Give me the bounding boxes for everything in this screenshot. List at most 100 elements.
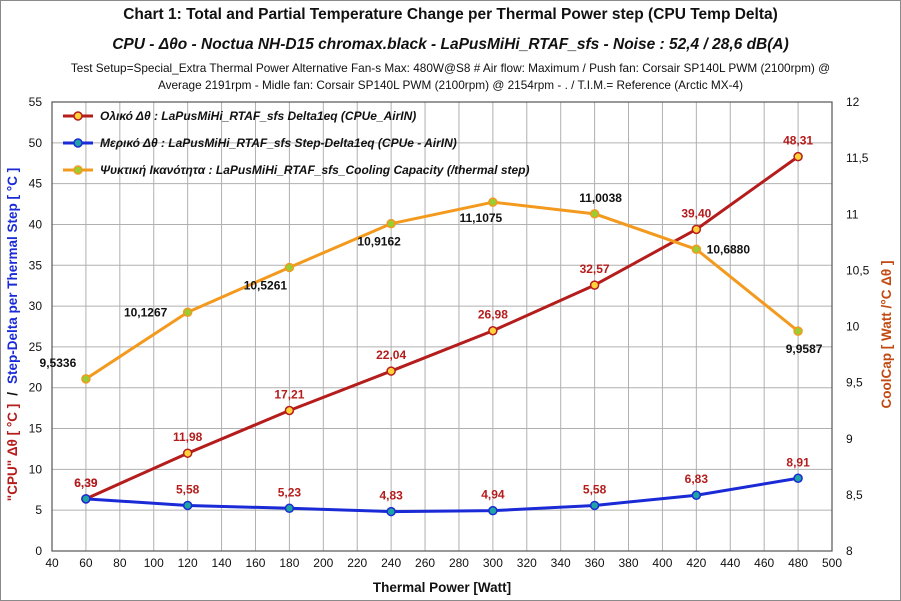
y-tick-label: 30 [29, 299, 43, 313]
y2-axis-title: CoolCap [ Watt /°C Δθ ] [879, 261, 894, 409]
data-label-capacity: 10,5261 [244, 278, 288, 292]
y2-tick-label: 8,5 [846, 488, 863, 502]
legend-entry-total: Ολικό Δθ : LaPusMiHi_RTAF_sfs Delta1eq (… [100, 109, 416, 123]
y2-tick-label: 9,5 [846, 376, 863, 390]
data-point-total [386, 366, 396, 376]
x-tick-label: 60 [79, 556, 93, 570]
data-label-capacity: 10,6880 [707, 242, 751, 256]
data-label-total: 26,98 [478, 308, 508, 322]
legend-marker-capacity [73, 165, 83, 175]
x-tick-label: 160 [245, 556, 265, 570]
data-point-capacity [488, 197, 498, 207]
y2-tick-label: 9 [846, 432, 853, 446]
series-line-step [85, 476, 799, 514]
data-point-capacity [691, 244, 702, 255]
y-tick-label: 55 [29, 95, 43, 109]
y-tick-label: 10 [29, 462, 43, 476]
y-tick-label: 20 [29, 381, 43, 395]
x-tick-label: 100 [144, 556, 164, 570]
data-label-capacity: 10,9162 [357, 235, 401, 249]
y2-tick-label: 10,5 [846, 263, 870, 277]
y-axis-title-secondary: Step-Delta per Thermal Step [ °C ] [5, 168, 20, 384]
data-label-step: 5,58 [583, 482, 607, 496]
x-tick-label: 340 [551, 556, 571, 570]
y2-tick-label: 11,5 [846, 151, 869, 165]
plot-border [51, 101, 833, 552]
y2-tick-label: 10 [846, 320, 860, 334]
data-point-capacity [589, 209, 600, 219]
data-point-step [386, 506, 396, 517]
data-point-step [793, 473, 803, 484]
legend-marker-step [73, 138, 83, 148]
data-label-step: 6,39 [74, 476, 98, 490]
data-label-capacity: 11,1075 [460, 211, 503, 225]
x-tick-label: 260 [415, 556, 435, 570]
x-tick-label: 400 [652, 556, 672, 570]
setup-line-2: Average 2191rpm - Midle fan: Corsair SP1… [157, 78, 744, 92]
y2-tick-label: 12 [846, 95, 860, 109]
data-label-total: 22,04 [376, 348, 406, 362]
data-label-total: 11,98 [173, 430, 203, 444]
data-label-step: 4,83 [379, 489, 403, 503]
y-axis-title-separator: / [5, 392, 20, 396]
x-tick-label: 460 [754, 556, 774, 570]
data-label-total: 39,40 [681, 206, 711, 220]
x-tick-label: 380 [619, 556, 639, 570]
data-label-step: 8,91 [786, 455, 810, 469]
data-label-total: 17,21 [274, 388, 304, 402]
y-tick-label: 0 [35, 544, 42, 558]
x-tick-label: 80 [113, 556, 127, 570]
data-point-step [589, 500, 600, 511]
data-point-capacity [284, 262, 295, 273]
y2-tick-label: 8 [846, 544, 853, 558]
y-tick-label: 40 [29, 217, 43, 231]
data-label-step: 5,58 [176, 482, 200, 496]
data-point-step [182, 500, 193, 511]
y2-tick-label: 11 [846, 207, 859, 221]
data-point-total [284, 405, 295, 416]
data-label-total: 6,39 [74, 476, 98, 490]
data-label-total: 32,57 [580, 262, 610, 276]
legend-entry-step: Μερικό Δθ : LaPusMiHi_RTAF_sfs Step-Delt… [100, 136, 457, 150]
data-point-capacity [81, 374, 91, 384]
y-tick-label: 35 [29, 258, 43, 272]
y-tick-label: 25 [29, 340, 43, 354]
x-tick-label: 420 [686, 556, 706, 570]
data-point-total [691, 224, 702, 235]
data-point-step [81, 494, 91, 504]
x-axis-title: Thermal Power [Watt] [373, 580, 511, 595]
data-label-step: 4,94 [481, 488, 505, 502]
chart-subtitle: CPU - Δθο - Noctua NH-D15 chromax.black … [112, 36, 789, 53]
y-tick-label: 50 [29, 136, 43, 150]
data-label-capacity: 10,1267 [124, 305, 168, 319]
data-point-total [793, 151, 803, 162]
data-label-step: 6,83 [685, 472, 709, 486]
x-tick-label: 180 [279, 556, 299, 570]
x-tick-label: 300 [483, 556, 503, 570]
x-tick-label: 500 [822, 556, 842, 570]
data-label-capacity: 9,5336 [40, 356, 77, 370]
y-tick-label: 5 [35, 503, 42, 517]
data-point-total [182, 448, 193, 458]
data-point-step [284, 503, 295, 514]
data-point-capacity [182, 307, 193, 318]
x-tick-label: 480 [788, 556, 808, 570]
x-tick-label: 240 [381, 556, 401, 570]
chart-title: Chart 1: Total and Partial Temperature C… [123, 6, 778, 23]
x-tick-label: 360 [585, 556, 605, 570]
x-tick-label: 220 [347, 556, 367, 570]
x-tick-label: 200 [313, 556, 333, 570]
series-line-capacity [85, 200, 800, 381]
data-point-total [488, 325, 498, 336]
data-label-step: 5,23 [278, 485, 302, 499]
data-label-capacity: 11,0038 [579, 191, 622, 205]
y-axis-title-primary: "CPU" Δθ [ °C ] [5, 404, 20, 501]
legend-marker-total [73, 111, 83, 121]
x-tick-label: 140 [212, 556, 232, 570]
data-label-total: 48,31 [783, 134, 813, 148]
x-tick-label: 280 [449, 556, 469, 570]
y-tick-label: 45 [29, 177, 43, 191]
data-point-total [589, 280, 600, 290]
data-point-capacity [793, 326, 803, 336]
